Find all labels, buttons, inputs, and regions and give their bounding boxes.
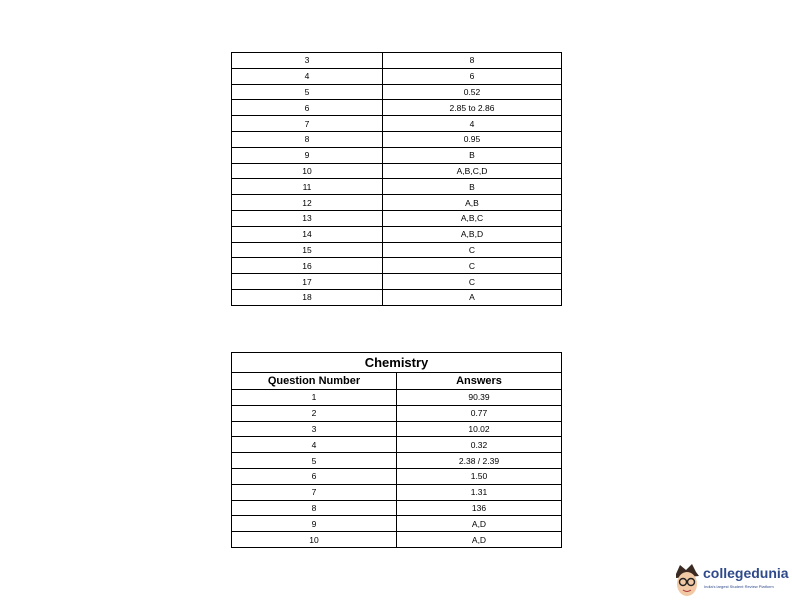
table-row: 5 2.38 / 2.39 xyxy=(231,452,562,469)
question-number-cell: 15 xyxy=(231,241,383,259)
question-number-cell: 16 xyxy=(231,257,383,275)
logo-tagline: India's largest Student Review Platform xyxy=(704,584,774,589)
table-row: 11 B xyxy=(231,178,562,196)
table-row: 8 0.95 xyxy=(231,130,562,148)
answer-cell: C xyxy=(382,241,562,259)
collegedunia-logo: collegedunia India's largest Student Rev… xyxy=(672,562,792,602)
answer-cell: C xyxy=(382,257,562,275)
answer-cell: 90.39 xyxy=(396,389,562,406)
table-row: 5 0.52 xyxy=(231,83,562,101)
answer-cell: 4 xyxy=(382,115,562,132)
question-number-cell: 10 xyxy=(231,162,383,180)
table-row: 18 A xyxy=(231,288,562,306)
question-number-cell: 4 xyxy=(231,67,383,85)
answer-cell: A,D xyxy=(396,531,562,548)
mascot-icon xyxy=(676,564,699,596)
column-header-answers: Answers xyxy=(396,372,562,390)
table-row: 9 A,D xyxy=(231,515,562,533)
answer-cell: 0.77 xyxy=(396,404,562,422)
table-row: 1 90.39 xyxy=(231,389,562,406)
answer-cell: A,B,D xyxy=(382,225,562,243)
question-number-cell: 12 xyxy=(231,194,383,211)
table-row: 10 A,D xyxy=(231,531,562,548)
question-number-cell: 8 xyxy=(231,130,383,148)
question-number-cell: 10 xyxy=(231,531,397,548)
table-row: 15 C xyxy=(231,241,562,259)
table-row: 4 0.32 xyxy=(231,436,562,454)
table-row: 7 1.31 xyxy=(231,483,562,501)
answer-table-continued: 3 8 4 6 5 0.52 6 2.85 to 2.86 7 4 8 0.95 9 B 10 A,B,C,D… xyxy=(231,52,562,306)
table-title-row: Chemistry xyxy=(231,352,562,373)
logo-name: collegedunia xyxy=(703,565,789,581)
answer-cell: 2.85 to 2.86 xyxy=(382,99,562,117)
table-row: 6 1.50 xyxy=(231,467,562,485)
question-number-cell: 4 xyxy=(231,436,397,454)
question-number-cell: 7 xyxy=(231,115,383,132)
question-number-cell: 6 xyxy=(231,99,383,117)
answer-cell: A,B,C xyxy=(382,209,562,227)
table-row: 17 C xyxy=(231,273,562,290)
question-number-cell: 9 xyxy=(231,146,383,164)
question-number-cell: 1 xyxy=(231,389,397,406)
answer-cell: A,D xyxy=(396,515,562,533)
question-number-cell: 13 xyxy=(231,209,383,227)
answer-cell: A xyxy=(382,288,562,306)
question-number-cell: 5 xyxy=(231,452,397,469)
table-row: 13 A,B,C xyxy=(231,209,562,227)
answer-cell: 2.38 / 2.39 xyxy=(396,452,562,469)
answer-cell: 8 xyxy=(382,52,562,69)
answer-cell: B xyxy=(382,146,562,164)
answer-cell: C xyxy=(382,273,562,290)
column-header-question: Question Number xyxy=(231,372,397,390)
answer-cell: 0.95 xyxy=(382,130,562,148)
answer-cell: 0.52 xyxy=(382,83,562,101)
question-number-cell: 11 xyxy=(231,178,383,196)
table-row: 8 136 xyxy=(231,499,562,517)
question-number-cell: 6 xyxy=(231,467,397,485)
answer-cell: 1.31 xyxy=(396,483,562,501)
table-header-row: Question Number Answers xyxy=(231,372,562,390)
answer-cell: 136 xyxy=(396,499,562,517)
answer-cell: A,B,C,D xyxy=(382,162,562,180)
table-title: Chemistry xyxy=(231,352,562,373)
chemistry-answer-table: Chemistry Question Number Answers 1 90.39… xyxy=(231,352,562,548)
question-number-cell: 2 xyxy=(231,404,397,422)
answer-cell: 1.50 xyxy=(396,467,562,485)
table-row: 16 C xyxy=(231,257,562,275)
question-number-cell: 3 xyxy=(231,52,383,69)
question-number-cell: 18 xyxy=(231,288,383,306)
question-number-cell: 5 xyxy=(231,83,383,101)
question-number-cell: 7 xyxy=(231,483,397,501)
answer-cell: 0.32 xyxy=(396,436,562,454)
table-row: 12 A,B xyxy=(231,194,562,211)
question-number-cell: 8 xyxy=(231,499,397,517)
table-row: 14 A,B,D xyxy=(231,225,562,243)
answer-cell: 6 xyxy=(382,67,562,85)
question-number-cell: 14 xyxy=(231,225,383,243)
question-number-cell: 17 xyxy=(231,273,383,290)
table-row: 10 A,B,C,D xyxy=(231,162,562,180)
answer-cell: 10.02 xyxy=(396,420,562,438)
table-row: 6 2.85 to 2.86 xyxy=(231,99,562,117)
answer-cell: A,B xyxy=(382,194,562,211)
question-number-cell: 3 xyxy=(231,420,397,438)
table-row: 3 10.02 xyxy=(231,420,562,438)
answer-cell: B xyxy=(382,178,562,196)
question-number-cell: 9 xyxy=(231,515,397,533)
table-row: 2 0.77 xyxy=(231,404,562,422)
